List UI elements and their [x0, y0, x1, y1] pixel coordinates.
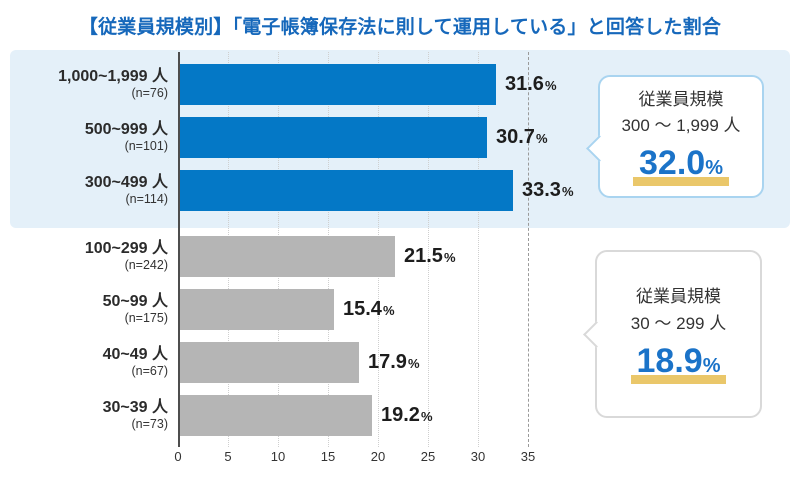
bar: [180, 117, 487, 158]
y-axis-line: [178, 52, 180, 447]
bar-value-unit: %: [535, 131, 548, 146]
category-n: (n=76): [131, 86, 168, 101]
bar: [180, 64, 496, 105]
category-name: 300~499 人: [84, 174, 168, 192]
category-n: (n=73): [131, 417, 168, 432]
category-name: 500~999 人: [84, 121, 168, 139]
bar-value-label: 31.6%: [505, 64, 557, 105]
bar: [180, 170, 513, 211]
bar: [180, 236, 395, 277]
chart-title: 【従業員規模別】「電子帳簿保存法に則して運用している」と回答した割合: [78, 17, 722, 38]
x-tick-label: 0: [174, 449, 182, 464]
bar-value-label: 17.9%: [368, 342, 420, 383]
category-n: (n=175): [124, 311, 168, 326]
gridline-25: [428, 52, 429, 447]
category-label: 1,000~1,999 人 (n=76): [10, 64, 168, 105]
category-name: 1,000~1,999 人: [58, 68, 168, 86]
bar: [180, 342, 359, 383]
callout-range: 300 〜 1,999 人: [621, 116, 741, 136]
bar-value-unit: %: [544, 78, 557, 93]
callout-label: 従業員規模: [638, 89, 724, 109]
bar-value-unit: %: [382, 303, 395, 318]
category-n: (n=67): [131, 364, 168, 379]
callout-value-unit: %: [702, 354, 721, 377]
gridline-35: [528, 52, 529, 447]
x-tick-label: 10: [270, 449, 286, 464]
bar-value-unit: %: [443, 250, 456, 265]
bar-value-unit: %: [420, 409, 433, 424]
bar-value-number: 33.3: [522, 179, 561, 201]
callout-range: 30 〜 299 人: [630, 313, 727, 333]
bar-value-label: 21.5%: [404, 236, 456, 277]
x-tick-label: 5: [224, 449, 232, 464]
callout-label: 従業員規模: [636, 287, 721, 307]
category-n: (n=101): [124, 139, 168, 154]
bar-value-number: 17.9: [368, 351, 407, 373]
category-name: 40~49 人: [102, 346, 168, 364]
x-tick-label: 25: [420, 449, 436, 464]
category-n: (n=114): [125, 192, 168, 207]
category-label: 300~499 人 (n=114): [10, 170, 168, 211]
gridline-30: [478, 52, 479, 447]
bar-value-number: 15.4: [343, 298, 382, 320]
bar-value-number: 31.6: [505, 73, 544, 95]
category-name: 30~39 人: [102, 399, 168, 417]
callout-value-unit: %: [705, 157, 723, 180]
category-label: 50~99 人 (n=175): [10, 289, 168, 330]
bar-value-number: 30.7: [496, 126, 535, 148]
bar-value-number: 19.2: [381, 404, 420, 426]
bar-value-unit: %: [407, 356, 420, 371]
bar: [180, 395, 372, 436]
bar-value-label: 30.7%: [496, 117, 548, 158]
callout-bottom-group: 従業員規模 30 〜 299 人 18.9%: [583, 250, 762, 418]
callout-value-number: 18.9: [636, 341, 703, 380]
x-tick-label: 15: [320, 449, 336, 464]
bar: [180, 289, 334, 330]
category-label: 30~39 人 (n=73): [10, 395, 168, 436]
category-label: 40~49 人 (n=67): [10, 342, 168, 383]
bar-value-number: 21.5: [404, 245, 443, 267]
bar-value-label: 19.2%: [381, 395, 433, 436]
x-tick-label: 20: [370, 449, 386, 464]
x-tick-label: 35: [520, 449, 536, 464]
category-name: 50~99 人: [102, 293, 168, 311]
callout-value: 32.0%: [633, 143, 729, 187]
category-label: 100~299 人 (n=242): [10, 236, 168, 277]
callout-value-number: 32.0: [639, 144, 706, 183]
category-name: 100~299 人: [84, 240, 168, 258]
bar-value-label: 33.3%: [522, 170, 574, 211]
bar-value-label: 15.4%: [343, 289, 395, 330]
category-label: 500~999 人 (n=101): [10, 117, 168, 158]
callout-top-group: 従業員規模 300 〜 1,999 人 32.0%: [586, 75, 764, 198]
category-n: (n=242): [124, 258, 168, 273]
bar-value-unit: %: [561, 184, 574, 199]
x-tick-label: 30: [470, 449, 486, 464]
callout-value: 18.9%: [630, 340, 727, 384]
